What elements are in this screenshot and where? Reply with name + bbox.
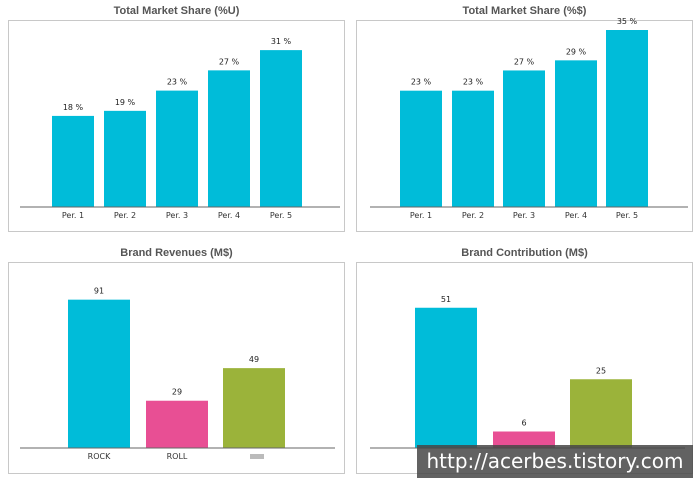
chart-3-bar-1	[68, 299, 130, 448]
chart-2-data-label-5: 35 %	[617, 17, 638, 26]
chart-2-data-label-2: 23 %	[463, 78, 484, 87]
chart-2-tick-label-2: Per. 2	[462, 211, 484, 220]
chart-2-bar-1	[400, 90, 442, 207]
chart-1-tick-label-3: Per. 3	[166, 211, 188, 220]
chart-1-bar-1	[52, 115, 94, 207]
chart-3-data-label-2: 29	[172, 388, 182, 397]
chart-1-data-label-4: 27 %	[219, 57, 240, 66]
chart-3-data-label-1: 91	[94, 287, 104, 296]
chart-1-bar-5	[260, 50, 302, 207]
chart-1-data-label-5: 31 %	[271, 37, 292, 46]
chart-4-bar-1	[415, 307, 477, 448]
chart-3-bar-3	[223, 368, 285, 448]
chart-1-tick-label-2: Per. 2	[114, 211, 136, 220]
chart-2-data-label-4: 29 %	[566, 47, 587, 56]
chart-2-data-label-3: 27 %	[514, 57, 535, 66]
chart-1-tick-label-4: Per. 4	[218, 211, 240, 220]
chart-2-data-label-1: 23 %	[411, 78, 432, 87]
chart-title-brand-revenues: Brand Revenues (M$)	[120, 247, 233, 259]
chart-title-total-market-share-value: Total Market Share (%$)	[462, 5, 587, 17]
chart-title-brand-contribution: Brand Contribution (M$)	[461, 247, 588, 259]
chart-3-tick-label-1: ROCK	[88, 452, 111, 461]
chart-3-data-label-3: 49	[249, 355, 259, 364]
chart-1-tick-label-1: Per. 1	[62, 211, 84, 220]
chart-2-tick-label-1: Per. 1	[410, 211, 432, 220]
chart-4-data-label-1: 51	[441, 295, 451, 304]
chart-2-bar-3	[503, 70, 545, 207]
chart-2-bar-2	[452, 90, 494, 207]
chart-2-tick-label-3: Per. 3	[513, 211, 535, 220]
chart-1-bar-4	[208, 70, 250, 207]
chart-1-data-label-3: 23 %	[167, 78, 188, 87]
chart-1-bar-3	[156, 90, 198, 207]
chart-4-data-label-3: 25	[596, 366, 606, 375]
chart-1-bar-2	[104, 110, 146, 207]
chart-2-tick-label-5: Per. 5	[616, 211, 638, 220]
chart-4-bar-2	[493, 431, 555, 448]
chart-title-total-market-share-units: Total Market Share (%U)	[113, 5, 240, 17]
chart-3-bar-2	[146, 400, 208, 448]
chart-4-data-label-2: 6	[521, 419, 526, 428]
chart-2-bar-5	[606, 30, 648, 207]
chart-1-data-label-1: 18 %	[63, 103, 84, 112]
chart-1-data-label-2: 19 %	[115, 98, 136, 107]
chart-3-tick-label-2: ROLL	[167, 452, 188, 461]
chart-1-tick-label-5: Per. 5	[270, 211, 292, 220]
chart-4-bar-3	[570, 379, 632, 448]
watermark-url: http://acerbes.tistory.com	[417, 445, 693, 478]
chart-2-tick-label-4: Per. 4	[565, 211, 587, 220]
chart-3-faint-glyph	[250, 454, 264, 459]
chart-2-bar-4	[555, 60, 597, 207]
